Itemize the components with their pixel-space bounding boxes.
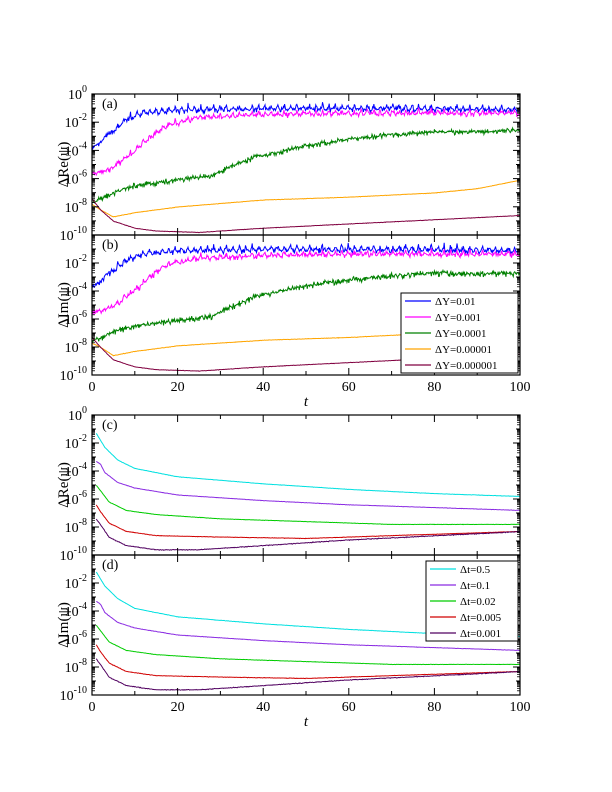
y-tick-label: 10-6 (65, 629, 87, 648)
y-tick-label: 10-10 (60, 685, 87, 704)
x-tick-label: 60 (342, 380, 356, 395)
y-axis-title: ΔRe(ψ) (56, 142, 72, 188)
x-tick-label: 100 (510, 380, 531, 395)
panel-c: 100 10-2 10-4 10-6 10-8 10-10 ΔRe(ψ) (c) (56, 405, 521, 564)
series-line-3 (92, 268, 520, 343)
y-tick-label: 10-8 (65, 657, 87, 676)
x-tick-label: 60 (342, 700, 356, 715)
panel-a: 100 10-2 10-4 10-6 10-8 10-10 ΔRe(ψ) (a) (56, 84, 521, 244)
panel-b: 10-2 10-4 10-6 10-8 10-100 20 40 60 80 100 t ΔIm(ψ)… (56, 234, 531, 410)
y-tick-label: 100 (68, 405, 87, 424)
y-tick-label: 10-2 (65, 573, 87, 592)
series-group (95, 433, 520, 551)
series-group (92, 102, 520, 234)
y-tick-label: 10-4 (65, 140, 87, 159)
legend: Δt=0.5 Δt=0.1 Δt=0.02 Δt=0.005 Δt=0.001 (425, 560, 519, 642)
y-tick-label: 10-8 (65, 197, 87, 216)
y-tick-label: 10-4 (65, 461, 87, 480)
legend: ΔY=0.01 ΔY=0.001 ΔY=0.0001 ΔY=0.00001 ΔY=0.0… (400, 292, 519, 374)
legend-label: ΔY=0.0001 (435, 328, 486, 340)
y-tick-label: 10-10 (60, 225, 87, 244)
x-tick-label: 40 (256, 700, 270, 715)
x-axis-title: t (304, 714, 309, 730)
series-group (95, 571, 520, 691)
series-line-3 (92, 126, 520, 204)
series-line-3 (95, 485, 520, 526)
panel-label: (c) (102, 418, 118, 433)
legend-label: Δt=0.1 (460, 580, 490, 592)
legend-label: ΔY=0.000001 (435, 360, 497, 372)
series-line-5 (95, 518, 520, 551)
y-tick-label: 100 (68, 84, 87, 103)
panel-label: (a) (102, 97, 118, 112)
x-tick-label: 20 (171, 700, 185, 715)
y-tick-label: 10-2 (65, 433, 87, 452)
series-line-2 (92, 247, 520, 316)
y-tick-label: 10-6 (65, 309, 87, 328)
y-tick-label: 10-2 (65, 112, 87, 131)
legend-label: ΔY=0.00001 (435, 344, 492, 356)
panel-label: (b) (102, 238, 119, 253)
series-line-4 (95, 504, 520, 540)
y-axis-title: ΔIm(ψ) (56, 282, 72, 328)
y-tick-label: 10-8 (65, 517, 87, 536)
x-tick-label: 80 (427, 700, 441, 715)
series-line-4 (95, 644, 520, 680)
series-line-1 (92, 102, 520, 150)
series-line-4 (92, 179, 520, 218)
series-line-2 (95, 460, 520, 511)
y-axis-title: ΔIm(ψ) (56, 602, 72, 648)
x-axis-title: t (304, 394, 309, 410)
y-tick-label: 10-10 (60, 365, 87, 384)
y-tick-label: 10-6 (65, 489, 87, 508)
x-tick-label: 20 (171, 380, 185, 395)
panel-d: 10-2 10-4 10-6 10-8 10-100 20 40 60 80 100 t ΔIm(ψ)… (56, 554, 531, 730)
y-tick-label: 10-4 (65, 601, 87, 620)
series-line-3 (95, 624, 520, 666)
series-line-5 (95, 658, 520, 691)
y-tick-label: 10-8 (65, 337, 87, 356)
y-tick-label: 10-6 (65, 169, 87, 188)
legend-label: ΔY=0.001 (435, 312, 481, 324)
y-tick-label: 10-2 (65, 253, 87, 272)
series-line-1 (92, 242, 520, 289)
series-line-2 (92, 106, 520, 177)
x-tick-label: 100 (510, 700, 531, 715)
plot-frame (91, 93, 521, 236)
legend-label: Δt=0.02 (460, 596, 496, 608)
legend-label: ΔY=0.01 (435, 296, 475, 308)
series-line-1 (95, 433, 520, 498)
legend-label: Δt=0.001 (460, 628, 501, 640)
x-tick-label: 0 (89, 700, 96, 715)
y-axis-title: ΔRe(ψ) (56, 462, 72, 508)
x-tick-label: 0 (89, 380, 96, 395)
x-tick-label: 80 (427, 380, 441, 395)
y-tick-label: 10-4 (65, 281, 87, 300)
series-line-5 (92, 198, 520, 234)
legend-label: Δt=0.005 (460, 612, 502, 624)
series-line-2 (96, 600, 520, 651)
x-tick-label: 40 (256, 380, 270, 395)
y-tick-label: 10-10 (60, 545, 87, 564)
legend-label: Δt=0.5 (460, 564, 491, 576)
panel-label: (d) (102, 558, 119, 573)
